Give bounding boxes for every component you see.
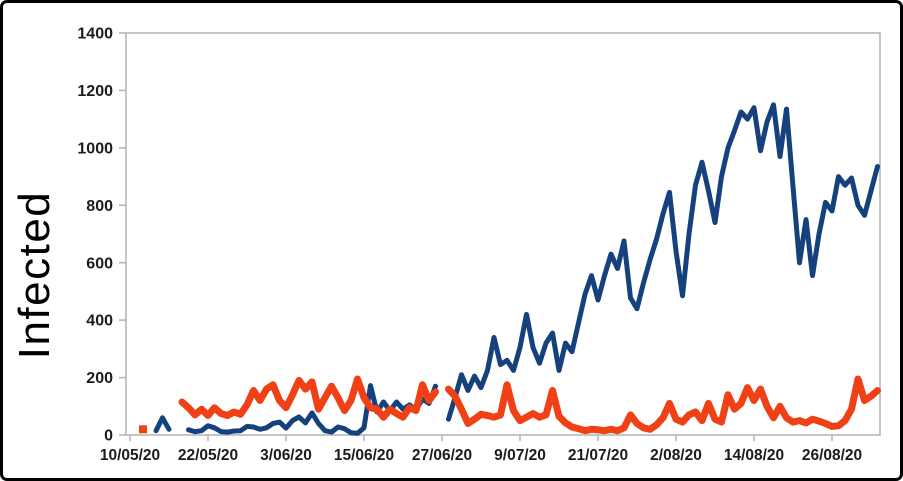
y-tick-label: 0 xyxy=(104,428,113,445)
y-axis-title: Infected xyxy=(10,190,59,360)
x-tick-label: 14/08/20 xyxy=(724,447,784,464)
y-tick-label: 800 xyxy=(86,198,113,215)
x-tick-label: 27/06/20 xyxy=(412,447,472,464)
blue-line xyxy=(186,383,438,436)
x-tick-label: 2/08/20 xyxy=(650,447,702,464)
y-tick-label: 200 xyxy=(86,370,113,387)
orange-line xyxy=(445,375,881,435)
blue-line xyxy=(153,415,172,434)
y-tick-label: 1000 xyxy=(77,141,113,158)
plot-border xyxy=(125,32,881,436)
y-tick-label: 1400 xyxy=(77,26,113,43)
y-tick-label: 600 xyxy=(86,255,113,272)
x-tick-label: 10/05/20 xyxy=(100,447,160,464)
x-tick-label: 21/07/20 xyxy=(568,447,628,464)
x-tick-label: 3/06/20 xyxy=(260,447,312,464)
x-tick-label: 22/05/20 xyxy=(178,447,238,464)
x-tick-label: 26/08/20 xyxy=(802,447,862,464)
blue-line xyxy=(446,102,880,422)
orange-line-isolated-point xyxy=(139,425,147,434)
y-tick-label: 400 xyxy=(86,313,113,330)
y-tick-label: 1200 xyxy=(77,83,113,100)
orange-line xyxy=(178,375,439,421)
x-tick-label: 15/06/20 xyxy=(334,447,394,464)
x-tick-label: 9/07/20 xyxy=(494,447,546,464)
